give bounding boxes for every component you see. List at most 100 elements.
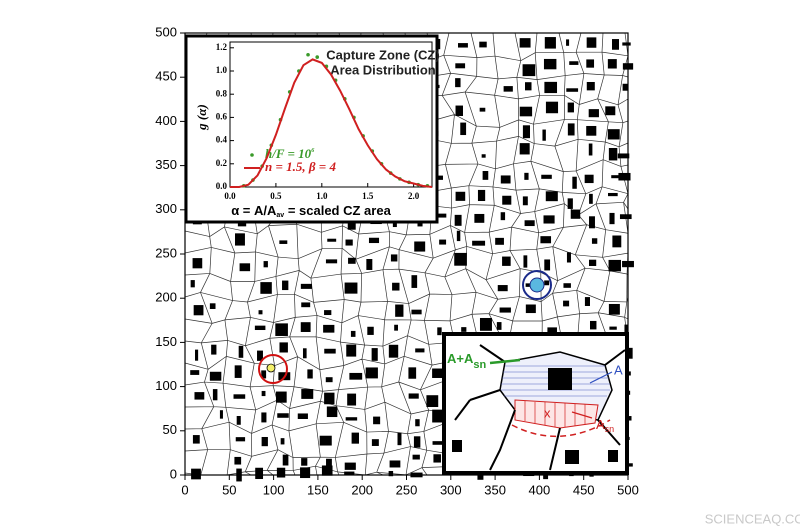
island xyxy=(567,198,573,209)
y-tick-label: 50 xyxy=(163,422,177,437)
island xyxy=(544,81,558,94)
island xyxy=(588,143,593,156)
x-tick-label: 150 xyxy=(307,482,329,497)
island xyxy=(390,254,398,262)
island xyxy=(545,101,559,114)
legend-label: h/F = 106 xyxy=(265,146,314,161)
island xyxy=(211,344,217,355)
island xyxy=(567,102,574,113)
island xyxy=(394,324,398,331)
y-tick-label: 250 xyxy=(155,245,177,260)
island xyxy=(589,216,595,229)
island xyxy=(454,214,462,226)
x-tick-label: 450 xyxy=(573,482,595,497)
y-tick-label: 0 xyxy=(170,466,177,481)
island xyxy=(345,417,358,421)
main-axes: 0 50 100 150 200 250 300 350 400 450 500 0 50 100 150 2… xyxy=(155,24,639,497)
island xyxy=(479,317,492,331)
island xyxy=(566,252,571,263)
island xyxy=(496,322,502,330)
y-tick-label: 100 xyxy=(155,378,177,393)
data-point xyxy=(306,52,310,57)
island xyxy=(261,370,267,379)
island xyxy=(563,283,571,288)
island xyxy=(371,348,378,361)
island xyxy=(543,215,555,224)
island xyxy=(237,221,247,227)
legend-label-part: h/F = 10 xyxy=(265,146,312,161)
island xyxy=(350,330,356,337)
island xyxy=(408,367,417,379)
island xyxy=(234,456,242,465)
island xyxy=(569,61,579,65)
island xyxy=(455,191,466,201)
island xyxy=(325,259,338,264)
island xyxy=(192,258,203,269)
island xyxy=(589,193,593,204)
watermark: SCIENCEAQ.COM xyxy=(705,511,800,526)
island xyxy=(325,377,333,383)
x-tick-label: 100 xyxy=(263,482,285,497)
island xyxy=(349,372,363,380)
island xyxy=(567,123,575,136)
island xyxy=(605,106,616,116)
x-tick-label: 1.5 xyxy=(362,191,374,201)
x-axis-label-part: = scaled CZ area xyxy=(284,203,391,218)
island xyxy=(255,467,264,480)
island xyxy=(261,436,268,447)
island xyxy=(584,174,594,184)
island xyxy=(301,458,308,466)
island xyxy=(589,320,597,330)
island xyxy=(344,282,358,294)
y-tick-label: 400 xyxy=(155,113,177,128)
legend-label-sup: 6 xyxy=(311,148,314,154)
y-tick-label: 1.0 xyxy=(216,65,228,75)
x-tick-label: 0.5 xyxy=(270,191,282,201)
island xyxy=(439,239,447,245)
island xyxy=(456,230,461,242)
island xyxy=(477,189,486,202)
island xyxy=(327,238,337,242)
island xyxy=(324,392,335,405)
island xyxy=(193,305,204,316)
island xyxy=(344,471,355,476)
island xyxy=(344,462,356,470)
island xyxy=(192,435,200,444)
y-tick-label: 450 xyxy=(155,69,177,84)
island xyxy=(452,440,462,452)
island xyxy=(388,344,399,358)
island xyxy=(326,458,332,471)
island xyxy=(276,467,286,478)
island xyxy=(566,88,579,92)
x-axis-label-sub: av xyxy=(276,212,284,219)
island xyxy=(392,282,400,291)
island xyxy=(326,406,338,418)
y-tick-label: 350 xyxy=(155,157,177,172)
annotation: Asn xyxy=(596,417,614,434)
island xyxy=(609,326,617,330)
y-tick-label: 1.2 xyxy=(216,42,228,52)
island xyxy=(584,297,590,306)
highlight-cell xyxy=(266,363,276,373)
island xyxy=(282,280,289,291)
island xyxy=(543,58,557,70)
island xyxy=(233,394,246,399)
highlight-circle xyxy=(258,354,288,384)
island xyxy=(525,304,536,314)
island xyxy=(279,342,288,353)
island xyxy=(519,106,533,117)
island xyxy=(618,172,631,181)
island xyxy=(258,310,263,315)
y-tick-label: 500 xyxy=(155,24,177,39)
island xyxy=(608,148,618,161)
island xyxy=(481,154,486,158)
highlight-cell xyxy=(529,277,545,293)
dashed-boundary xyxy=(511,419,611,438)
x-tick-label: 2.0 xyxy=(408,191,420,201)
x-tick-label: 500 xyxy=(617,482,639,497)
island xyxy=(544,259,551,271)
island xyxy=(541,174,552,179)
x-axis-label: α = A/Aav = scaled CZ area xyxy=(231,203,391,218)
island xyxy=(455,105,463,116)
island xyxy=(195,349,199,361)
